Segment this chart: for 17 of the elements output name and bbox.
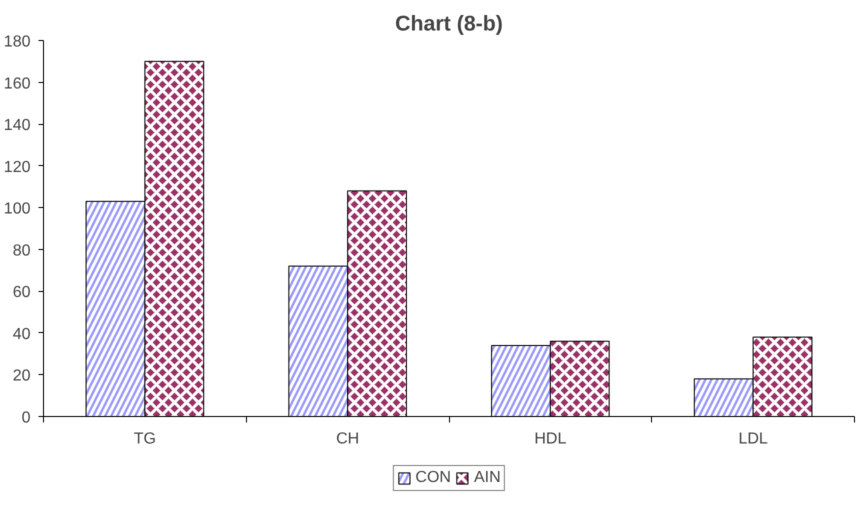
y-tick-label: 100 bbox=[4, 200, 31, 218]
y-tick-label: 20 bbox=[12, 368, 31, 385]
x-tick-label: CH bbox=[336, 430, 360, 448]
y-tick-label: 80 bbox=[12, 242, 31, 260]
legend-label: CON bbox=[415, 469, 451, 487]
legend-label: AIN bbox=[474, 469, 501, 487]
y-tick-label: 160 bbox=[4, 75, 31, 92]
y-tick-label: 60 bbox=[12, 284, 31, 302]
y-tick-label: 120 bbox=[4, 158, 31, 176]
x-tick-label: TG bbox=[134, 430, 156, 448]
y-tick-label: 140 bbox=[4, 117, 31, 134]
x-tick-label: LDL bbox=[738, 430, 768, 448]
y-tick-label: 180 bbox=[4, 34, 31, 50]
y-tick-label: 0 bbox=[22, 410, 31, 426]
y-tick-label: 40 bbox=[12, 326, 31, 343]
chart-title: Chart (8-b) bbox=[395, 12, 503, 36]
x-tick-label: HDL bbox=[534, 430, 566, 448]
